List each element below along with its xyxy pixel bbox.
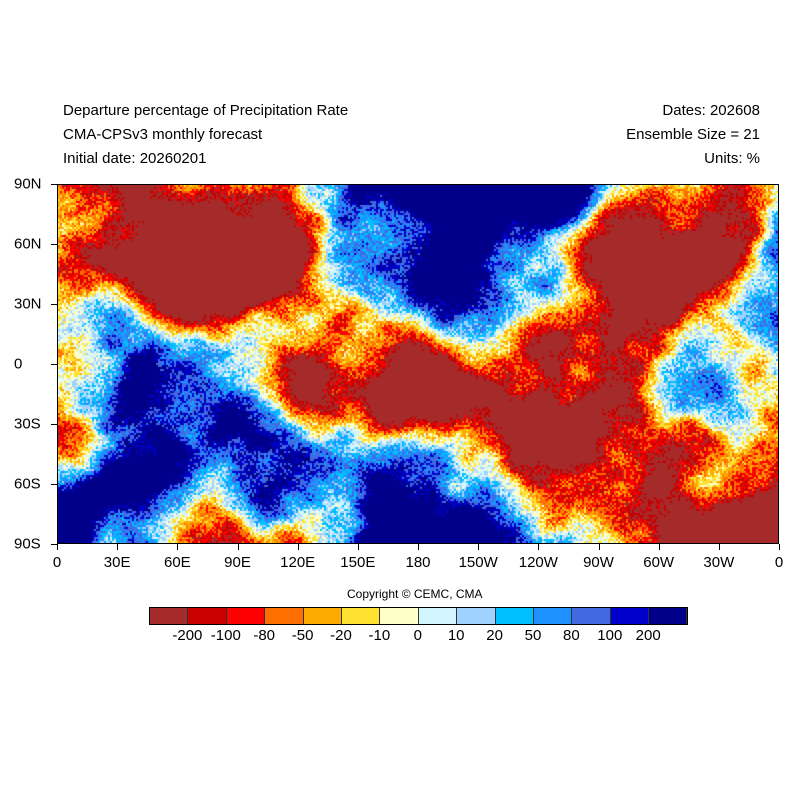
x-tick-label: 60W <box>643 554 675 571</box>
x-tick-label: 90W <box>583 554 614 571</box>
x-tick-label: 180 <box>405 554 431 571</box>
title-model: CMA-CPSv3 monthly forecast <box>63 126 263 143</box>
y-tick <box>51 244 57 245</box>
precipitation-anomaly-field <box>58 185 778 543</box>
colorbar-box <box>341 608 381 624</box>
colorbar-label: 200 <box>635 627 661 644</box>
x-tick-label: 150W <box>458 554 498 571</box>
x-tick-label: 150E <box>340 554 376 571</box>
colorbar-box <box>188 608 227 624</box>
colorbar-label: 50 <box>524 627 542 644</box>
x-tick <box>598 544 600 550</box>
colorbar-box <box>495 608 534 624</box>
colorbar-box <box>649 608 688 624</box>
y-tick-label: 60S <box>14 475 41 493</box>
colorbar-label: -80 <box>253 627 276 644</box>
x-tick <box>357 544 359 550</box>
x-tick-label: 90E <box>224 554 251 571</box>
copyright: Copyright © CEMC, CMA <box>347 587 483 601</box>
y-tick <box>51 364 57 365</box>
colorbar-label: 100 <box>597 627 623 644</box>
map-plot <box>57 184 779 544</box>
colorbar-label: -20 <box>330 627 352 644</box>
colorbar <box>149 607 689 625</box>
title-initial-date: Initial date: 20260201 <box>63 150 207 167</box>
x-tick <box>779 544 780 550</box>
colorbar-label: 0 <box>413 627 422 644</box>
x-tick-label: 60E <box>163 554 191 571</box>
units-label: Units: % <box>704 150 760 167</box>
x-tick <box>297 544 299 550</box>
colorbar-label: 80 <box>563 627 580 644</box>
x-tick <box>478 544 480 550</box>
y-tick <box>51 184 57 185</box>
y-tick <box>51 484 57 485</box>
colorbar-box <box>226 608 266 624</box>
colorbar-box <box>380 608 419 624</box>
y-tick <box>51 544 57 545</box>
colorbar-box <box>265 608 304 624</box>
ensemble-size-label: Ensemble Size = 21 <box>626 126 760 143</box>
colorbar-box <box>303 608 342 624</box>
x-tick-label: 120E <box>280 554 316 571</box>
x-tick <box>718 544 720 550</box>
x-tick-label: 30E <box>103 554 131 571</box>
y-tick <box>51 424 57 425</box>
y-tick-label: 0 <box>14 355 23 373</box>
x-tick <box>538 544 540 550</box>
x-tick-label: 0 <box>774 554 784 571</box>
colorbar-label: -200 <box>172 627 203 644</box>
colorbar-label: 20 <box>486 627 503 644</box>
colorbar-box <box>610 608 650 624</box>
y-tick-label: 90N <box>14 175 42 193</box>
title-variable: Departure percentage of Precipitation Ra… <box>63 102 349 119</box>
colorbar-label: -100 <box>210 627 241 644</box>
colorbar-label: 10 <box>447 627 465 644</box>
x-tick <box>117 544 119 550</box>
colorbar-box <box>418 608 458 624</box>
x-tick <box>57 544 58 550</box>
colorbar-box <box>572 608 611 624</box>
y-tick-label: 90S <box>14 535 41 553</box>
x-tick-label: 120W <box>518 554 558 571</box>
x-tick <box>658 544 660 550</box>
y-tick-label: 30S <box>14 415 41 433</box>
y-tick-label: 60N <box>14 235 42 253</box>
colorbar-label: -50 <box>291 627 314 644</box>
y-tick <box>51 304 57 305</box>
x-tick-label: 30W <box>703 554 735 571</box>
x-tick-label: 0 <box>52 554 62 571</box>
colorbar-box <box>150 608 189 624</box>
y-tick-label: 30N <box>14 295 42 313</box>
colorbar-label: -10 <box>368 627 391 644</box>
colorbar-box <box>457 608 496 624</box>
x-tick <box>237 544 239 550</box>
x-tick <box>418 544 419 550</box>
x-tick <box>177 544 179 550</box>
colorbar-box <box>533 608 573 624</box>
dates-label: Dates: 202608 <box>662 102 760 119</box>
